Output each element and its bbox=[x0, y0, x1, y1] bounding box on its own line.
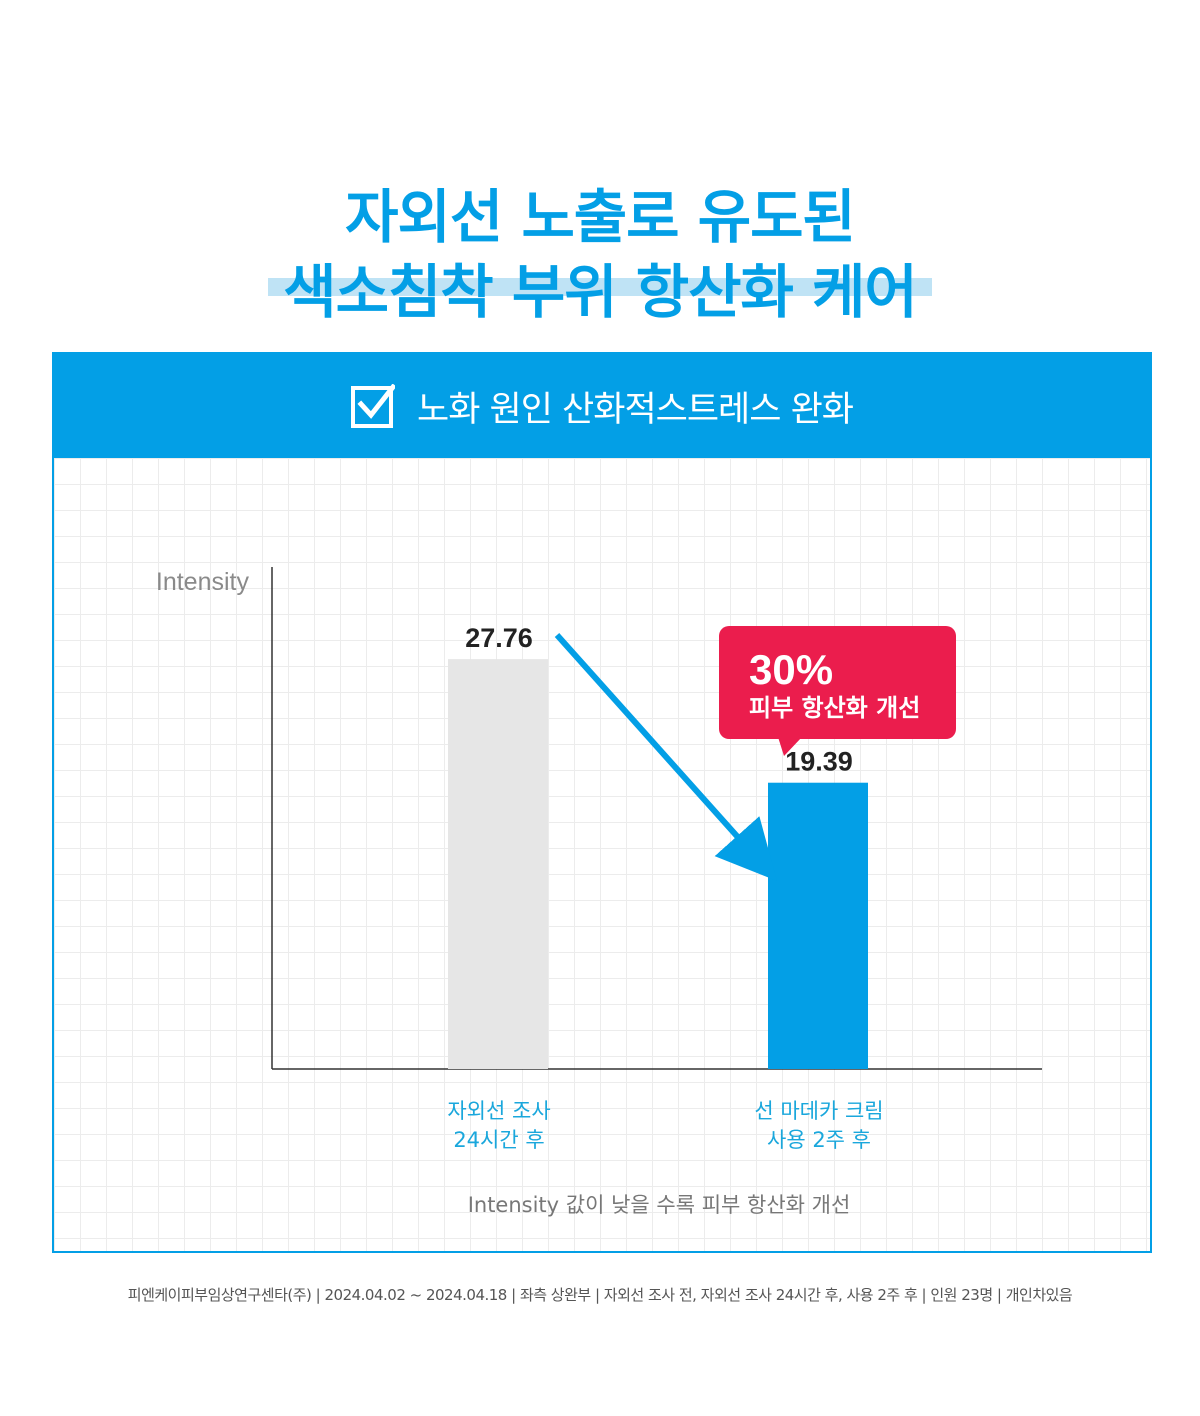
panel-title: 노화 원인 산화적스트레스 완화 bbox=[417, 389, 854, 430]
bar-value-label-1: 27.76 bbox=[465, 623, 533, 653]
checkbox-icon bbox=[351, 383, 397, 428]
headline-line2: 색소침착 부위 항산화 케어 bbox=[283, 258, 918, 326]
chart-panel: 노화 원인 산화적스트레스 완화 Intensity 27.76 자외선 조사 24… bbox=[52, 352, 1152, 1253]
callout-text: 피부 항산화 개선 bbox=[749, 694, 920, 722]
y-axis-label: Intensity bbox=[156, 568, 250, 596]
bar-chart: Intensity 27.76 자외선 조사 24시간 후 19.39 선 마데카 크림… bbox=[156, 567, 1042, 1217]
category-label-2-line-2: 사용 2주 후 bbox=[767, 1128, 871, 1152]
category-label-1-line-1: 자외선 조사 bbox=[447, 1099, 550, 1123]
bar-1 bbox=[448, 659, 548, 1069]
callout-bubble bbox=[719, 626, 956, 739]
callout-percent: 30% bbox=[749, 646, 833, 693]
headline-line1: 자외선 노출로 유도된 bbox=[345, 183, 856, 251]
category-label-1-line-2: 24시간 후 bbox=[453, 1128, 544, 1152]
bar-2 bbox=[768, 782, 868, 1069]
chart-note: Intensity 값이 낮을 수록 피부 항산화 개선 bbox=[468, 1193, 851, 1217]
footer-source: 피엔케이피부임상연구센타(주) | 2024.04.02 ~ 2024.04.1… bbox=[127, 1286, 1073, 1304]
category-label-2-line-1: 선 마데카 크림 bbox=[754, 1099, 883, 1123]
trend-arrow bbox=[554, 632, 778, 881]
callout-tail bbox=[778, 737, 802, 756]
headline-highlight bbox=[268, 278, 932, 296]
bar-value-label-2: 19.39 bbox=[785, 747, 853, 777]
panel-header: 노화 원인 산화적스트레스 완화 bbox=[54, 354, 1150, 458]
improvement-callout: 30% 피부 항산화 개선 bbox=[719, 626, 956, 756]
